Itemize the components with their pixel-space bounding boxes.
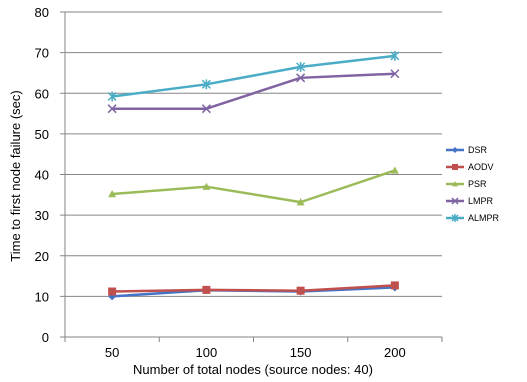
legend-label: AODV: [468, 162, 494, 172]
y-axis-label: Time to first node failure (sec): [8, 90, 23, 261]
legend-marker: [452, 147, 458, 153]
y-tick-labels: 0 10 20 30 40 50 60 70 80: [35, 5, 65, 345]
data-point: [296, 286, 305, 295]
legend-item-almpr: ALMPR: [446, 213, 500, 223]
data-point: [107, 104, 117, 114]
series-almpr: [107, 50, 400, 102]
legend-item-psr: PSR: [446, 179, 487, 189]
series-line: [112, 169, 396, 204]
series-line: [111, 54, 396, 98]
legend-label: LMPR: [468, 196, 494, 206]
y-tick-label: 30: [35, 208, 49, 223]
legend-label: PSR: [468, 179, 487, 189]
legend-item-aodv: AODV: [446, 162, 494, 172]
series-line: [112, 72, 395, 110]
legend-marker: [452, 164, 458, 170]
y-tick-label: 0: [42, 330, 49, 345]
data-point: [390, 166, 399, 174]
data-point: [108, 190, 117, 198]
legend: DSR AODV PSR LMPR ALMPR: [446, 145, 500, 223]
data-point: [296, 198, 305, 206]
series-line: [112, 284, 395, 293]
data-point: [296, 61, 306, 72]
legend-item-dsr: DSR: [446, 145, 488, 155]
legend-label: DSR: [468, 145, 488, 155]
legend-label: ALMPR: [468, 213, 500, 223]
x-tick-label: 100: [196, 345, 218, 360]
legend-item-lmpr: LMPR: [446, 196, 494, 206]
data-point: [201, 104, 211, 114]
y-tick-label: 40: [35, 168, 49, 183]
data-point: [107, 91, 117, 102]
series-psr: [108, 166, 399, 206]
x-tick-labels: 50 100 150 200: [64, 337, 443, 360]
data-point: [108, 287, 117, 296]
data-point: [390, 50, 400, 61]
legend-marker: [451, 214, 459, 222]
y-tick-label: 20: [35, 249, 49, 264]
data-point: [202, 182, 211, 190]
x-axis-label: Number of total nodes (source nodes: 40): [133, 362, 373, 377]
x-tick-label: 200: [384, 345, 406, 360]
legend-marker: [452, 181, 458, 187]
x-tick-label: 150: [290, 345, 312, 360]
data-point: [390, 69, 400, 79]
series-lines: [107, 50, 400, 301]
y-tick-label: 80: [35, 5, 49, 20]
y-tick-label: 60: [35, 86, 49, 101]
series-aodv: [108, 281, 399, 296]
data-point: [390, 281, 399, 290]
data-point: [201, 79, 211, 90]
data-point: [202, 285, 211, 294]
y-tick-label: 70: [35, 46, 49, 61]
gridlines: [65, 11, 442, 297]
data-point: [296, 73, 306, 83]
y-tick-label: 50: [35, 127, 49, 142]
series-lmpr: [107, 69, 400, 114]
legend-marker: [451, 197, 459, 205]
x-tick-label: 50: [105, 345, 119, 360]
y-tick-label: 10: [35, 289, 49, 304]
